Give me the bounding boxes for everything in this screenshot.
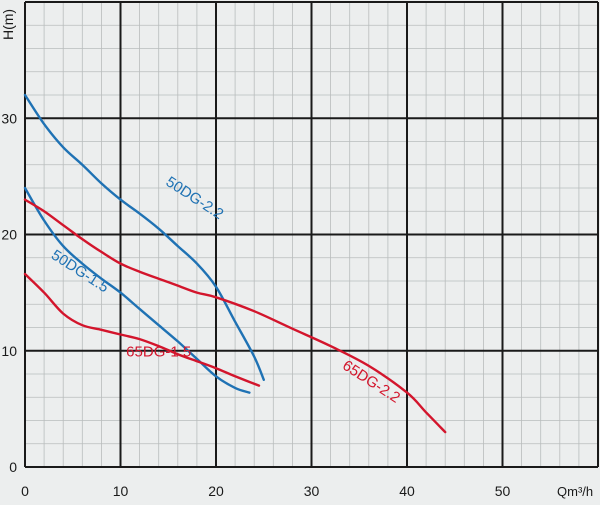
x-axis-label: Qm³/h (557, 484, 593, 499)
major-grid (25, 1, 599, 467)
y-tick-label: 0 (9, 459, 17, 475)
series-layer (23, 93, 447, 434)
x-tick-label: 10 (113, 483, 129, 499)
series-label-65dg-1-5: 65DG-1.5 (126, 344, 191, 361)
x-tick-label: 50 (495, 483, 511, 499)
y-axis-label: H(m) (0, 9, 16, 40)
series-line-50dg-2-2 (23, 93, 265, 381)
y-tick-label: 10 (1, 343, 17, 359)
series-line-65dg-2-2 (23, 198, 447, 434)
y-tick-label: 30 (1, 110, 17, 126)
y-tick-label: 20 (1, 227, 17, 243)
x-tick-label: 0 (21, 483, 29, 499)
x-tick-label: 30 (304, 483, 320, 499)
x-tick-label: 40 (399, 483, 415, 499)
tick-labels: 0 10 20 30 40 50 0 10 20 30 (1, 110, 510, 499)
series-line-65dg-1-5 (23, 272, 261, 387)
series-line-50dg-1-5 (23, 186, 251, 394)
axes (24, 2, 598, 468)
x-tick-label: 20 (208, 483, 224, 499)
